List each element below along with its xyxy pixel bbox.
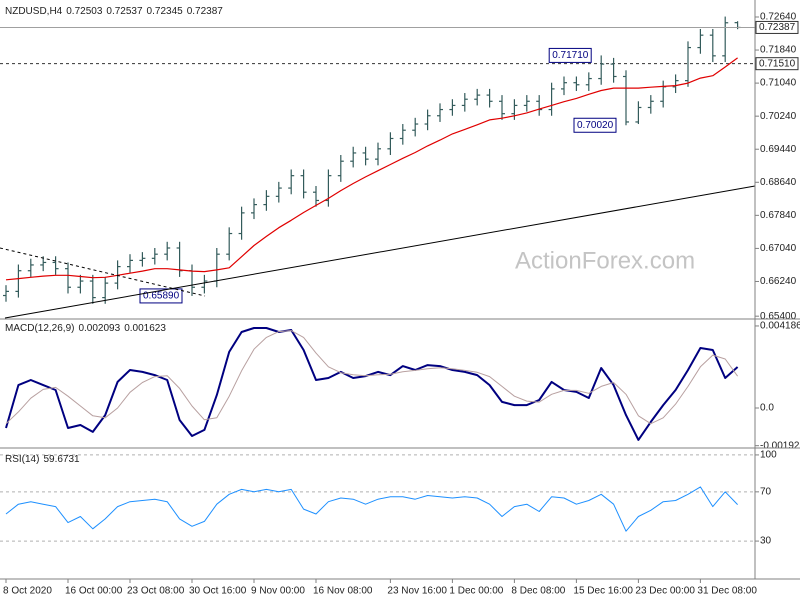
header-high: 0.72537 [106,6,143,17]
annotation-box [573,117,617,133]
series-line [5,486,738,532]
x-tick-label: 16 Nov 08:00 [313,586,373,597]
rsi-title: RSI(14) [5,454,39,465]
watermark: ActionForex.com [515,247,695,274]
y-tick-label: 30 [760,536,772,547]
header-low: 0.72345 [147,6,184,17]
last-price-label: 0.72387 [759,22,796,33]
y-tick-label: 0.70240 [760,111,797,122]
series-line [5,327,739,441]
y-tick-label: 0.004186 [760,321,800,332]
signal-value: 0.001623 [124,323,166,334]
annotation-label: 0.65890 [143,291,180,302]
series-line [5,57,738,281]
y-tick-label: 0.67040 [760,243,797,254]
level-label-box [755,57,799,71]
y-tick-label: 0.71840 [760,45,797,56]
annotation-label: 0.71710 [552,50,589,61]
y-tick-label: 0.66240 [760,276,797,287]
marks: 0.72640 0.71840 0.71040 0.70240 0.69440 0.686… [0,12,800,597]
y-tick-label: 0.72640 [760,12,797,23]
trend-line [4,185,756,319]
trend-line-dashed [0,247,206,297]
x-tick-label: 30 Oct 16:00 [189,586,247,597]
last-price-box [755,20,799,34]
macd-title: MACD(12,26,9) [5,323,74,334]
x-tick-label: 15 Dec 16:00 [573,586,633,597]
x-tick-label: 23 Oct 08:00 [127,586,185,597]
macd-header: MACD(12,26,9) 0.002093 0.001623 [5,323,166,334]
symbol: NZDUSD,H4 [5,6,63,17]
annotation-label: 0.70020 [577,120,614,131]
x-tick-label: 1 Dec 00:00 [449,586,503,597]
y-tick-label: 0.71040 [760,78,797,89]
x-tick-label: 9 Nov 00:00 [251,586,305,597]
main-header: NZDUSD,H4 0.72503 0.72537 0.72345 0.72387 [5,6,223,17]
y-tick-label: 0.69440 [760,144,797,155]
y-tick-label: 0.0 [760,403,774,414]
x-tick-label: 31 Dec 08:00 [697,586,757,597]
y-tick-label: 70 [760,486,772,497]
annotation-box [548,47,592,63]
header-close: 0.72387 [187,6,224,17]
y-tick-label: 100 [760,450,777,461]
rsi-value: 59.6731 [43,454,80,465]
x-tick-label: 23 Nov 16:00 [387,586,447,597]
y-tick-label: 0.65400 [760,311,797,322]
series-line [5,330,739,425]
y-tick-label: -0.001923 [760,440,800,451]
level-label: 0.71510 [759,58,796,69]
x-tick-label: 16 Oct 00:00 [65,586,123,597]
y-tick-label: 0.68640 [760,177,797,188]
header-open: 0.72503 [66,6,103,17]
macd-value: 0.002093 [78,323,120,334]
y-tick-label: 0.67840 [760,210,797,221]
rsi-header: RSI(14) 59.6731 [5,454,80,465]
x-tick-label: 8 Oct 2020 [3,586,52,597]
x-tick-label: 8 Dec 08:00 [511,586,565,597]
x-tick-label: 23 Dec 00:00 [635,586,695,597]
